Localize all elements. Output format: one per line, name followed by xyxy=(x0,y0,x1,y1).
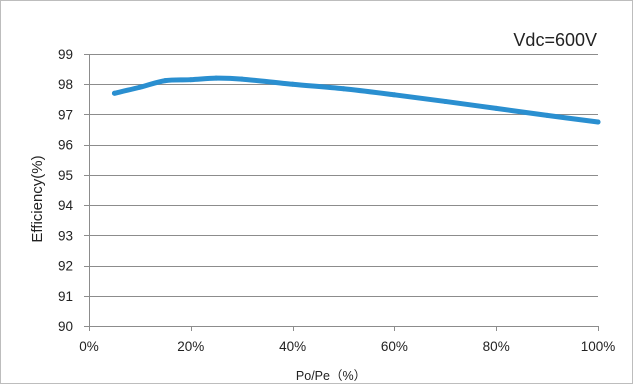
data-point-20 xyxy=(188,77,194,83)
data-point-30 xyxy=(239,76,245,82)
y-tick-label-94: 94 xyxy=(58,198,74,213)
x-tick-labels: 0% 20% 40% 60% 80% 100% xyxy=(79,339,615,354)
data-point-50 xyxy=(341,86,346,92)
y-tick-label-99: 99 xyxy=(58,47,73,62)
x-tick-label-80: 80% xyxy=(483,339,510,354)
y-tick-label-98: 98 xyxy=(58,77,73,92)
x-tick-label-0: 0% xyxy=(79,339,99,354)
series-group xyxy=(111,75,601,125)
x-axis-title: Po/Pe（%） xyxy=(296,369,366,383)
x-tick-label-100: 100% xyxy=(581,339,616,354)
data-point-15 xyxy=(162,78,168,84)
y-tick-label-92: 92 xyxy=(58,259,73,274)
axes xyxy=(84,54,599,331)
data-point-100 xyxy=(595,119,601,125)
data-point-70 xyxy=(442,98,448,104)
data-point-5 xyxy=(111,90,117,96)
y-tick-label-93: 93 xyxy=(58,228,73,243)
y-tick-label-90: 90 xyxy=(58,319,73,334)
x-tick-label-60: 60% xyxy=(381,339,408,354)
data-point-25 xyxy=(213,75,219,81)
y-tick-label-95: 95 xyxy=(58,168,73,183)
data-point-60 xyxy=(391,92,397,98)
data-point-10 xyxy=(137,84,143,90)
data-point-80 xyxy=(493,105,499,111)
data-point-90 xyxy=(544,112,550,118)
y-tick-labels: 90 91 92 93 94 95 96 97 98 99 xyxy=(58,47,74,334)
x-tick-label-40: 40% xyxy=(279,339,306,354)
y-axis-title: Efficiency(%) xyxy=(29,155,46,242)
y-tick-label-96: 96 xyxy=(58,138,73,153)
y-tick-label-97: 97 xyxy=(58,107,73,122)
y-tick-label-91: 91 xyxy=(58,289,73,304)
annotation-vdc: Vdc=600V xyxy=(513,30,597,50)
gridlines xyxy=(89,54,598,297)
x-tick-label-20: 20% xyxy=(177,339,204,354)
data-point-40 xyxy=(290,81,296,87)
